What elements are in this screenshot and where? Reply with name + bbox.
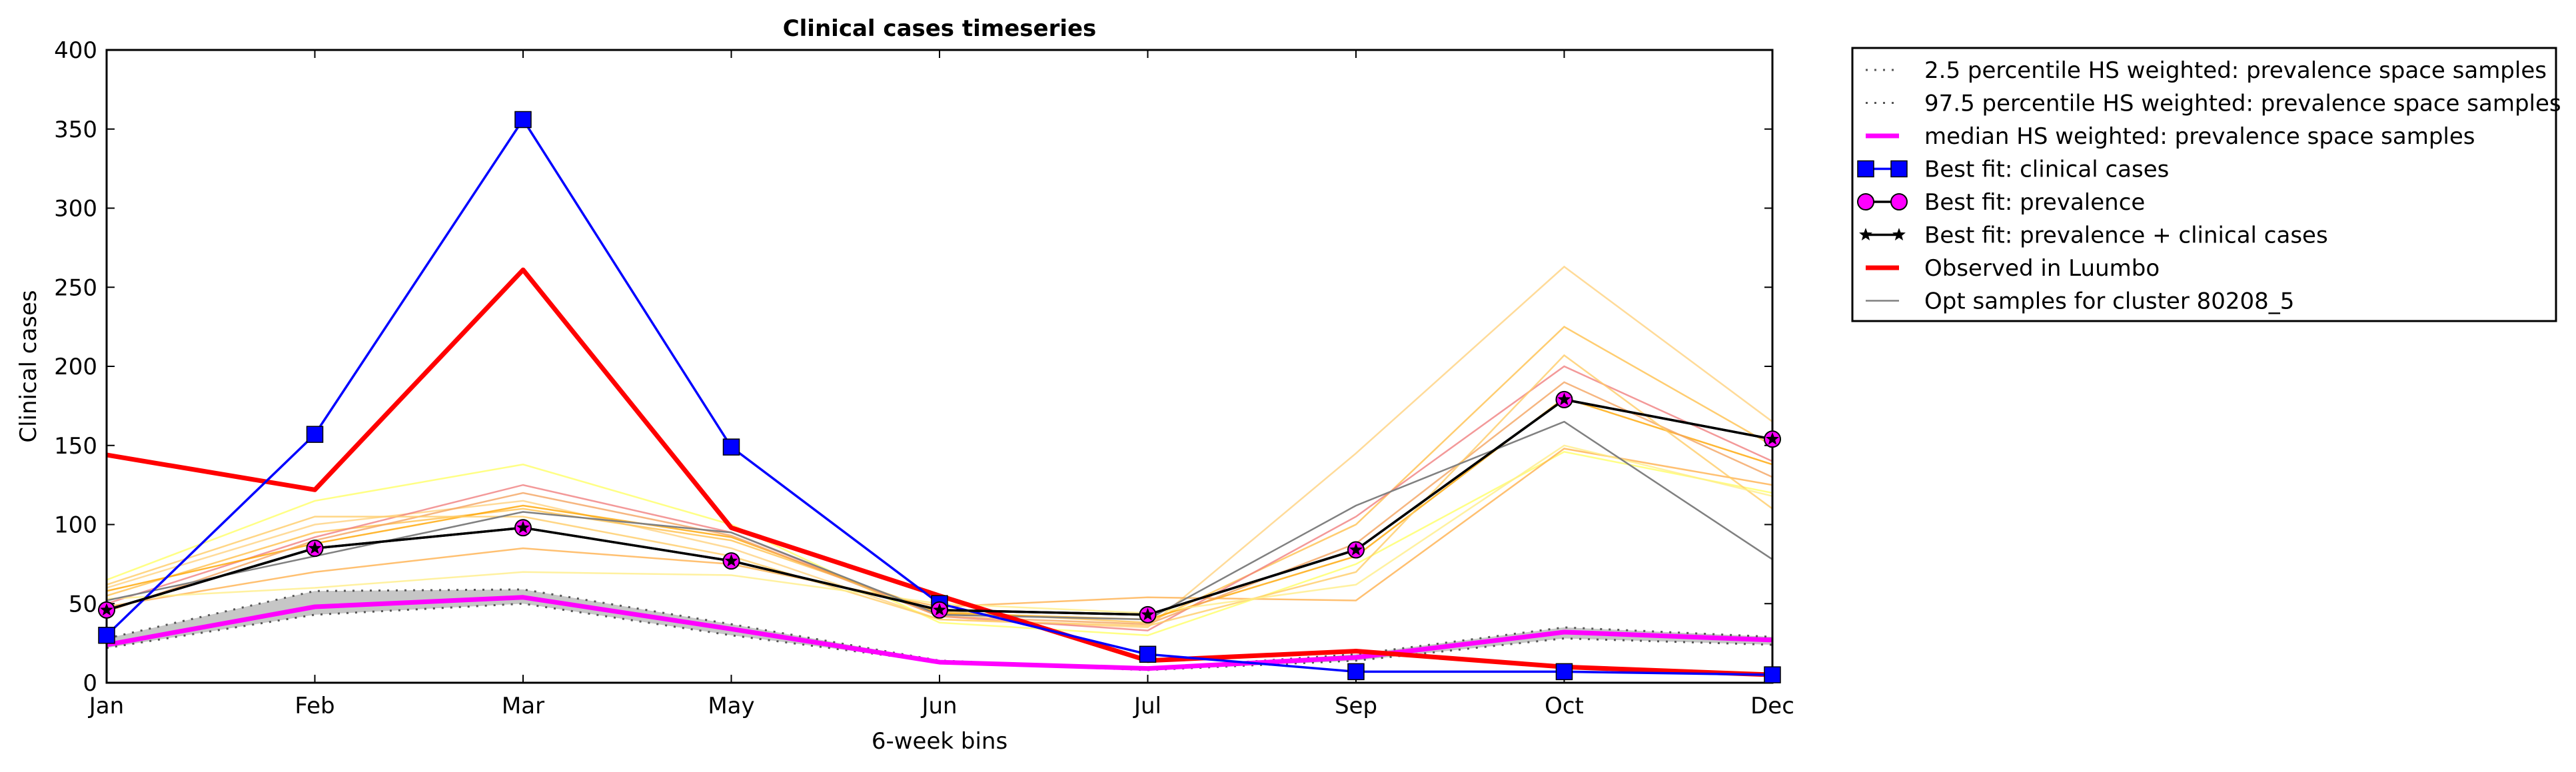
data-point-s5-0 [100, 603, 113, 616]
axes: 0 50 100 150 200 250 300 350 400 Jan Feb Mar May Jun J… [54, 37, 1794, 719]
y-tick-label-7: 350 [54, 117, 97, 143]
legend-label-1: 97.5 percentile HS weighted: prevalence … [1924, 91, 2561, 117]
x-tick-label-2: Mar [502, 693, 544, 719]
data-point-s5-2 [516, 520, 530, 534]
legend-label-3: Best fit: clinical cases [1924, 157, 2169, 183]
data-point-s5-3 [724, 554, 738, 567]
data-point-s3-0 [98, 627, 115, 644]
data-point-s3-1 [306, 426, 324, 443]
opt-sample-line-7 [107, 354, 1772, 627]
x-tick-label-0: Jan [88, 693, 124, 719]
data-point-s3-3 [722, 438, 740, 456]
y-tick-label-4: 200 [54, 354, 97, 380]
series-line-2 [107, 595, 1772, 671]
x-tick-label-1: Feb [295, 693, 334, 719]
data-point-s5-8 [1766, 432, 1779, 445]
legend-label-7: Opt samples for cluster 80208_5 [1924, 288, 2294, 315]
data-point-s5-1 [308, 541, 322, 554]
data-point-s3-8 [1764, 666, 1781, 683]
data-point-s3-5 [1139, 645, 1157, 663]
data-point-s3-2 [514, 111, 532, 129]
y-axis-title: Clinical cases [15, 290, 42, 442]
legend-frame [1851, 47, 2557, 322]
data-point-s5-4 [933, 603, 946, 616]
markers [98, 111, 1781, 683]
x-tick-label-6: Sep [1335, 693, 1377, 719]
data-point-s5-7 [1557, 392, 1571, 406]
legend-marker-start-5 [1859, 228, 1872, 240]
legend-marker-start-3 [1857, 160, 1874, 178]
x-tick-label-5: Jul [1133, 693, 1161, 719]
y-tick-label-1: 50 [69, 591, 97, 617]
data-point-s5-6 [1349, 543, 1363, 556]
y-tick-label-0: 0 [83, 670, 97, 697]
data-point-s3-7 [1555, 663, 1573, 681]
chart-title: Clinical cases timeseries [783, 15, 1097, 42]
data-point-s5-5 [1141, 607, 1155, 621]
series-line-0 [107, 602, 1772, 671]
legend-label-4: Best fit: prevalence [1924, 189, 2145, 216]
legend-label-5: Best fit: prevalence + clinical cases [1924, 222, 2328, 249]
legend-marker-end-4 [1890, 193, 1908, 210]
x-tick-label-7: Oct [1545, 693, 1584, 719]
x-tick-label-8: Dec [1750, 693, 1794, 719]
legend-marker-end-3 [1890, 160, 1908, 178]
y-tick-label-8: 400 [54, 37, 97, 64]
y-tick-label-6: 300 [54, 196, 97, 222]
legend-label-6: Observed in Luumbo [1924, 255, 2160, 282]
x-tick-label-4: Jun [920, 693, 957, 719]
x-tick-label-3: May [708, 693, 754, 719]
data-point-s3-6 [1347, 663, 1365, 681]
legend-label-0: 2.5 percentile HS weighted: prevalence s… [1924, 57, 2547, 84]
legend-marker-start-4 [1857, 193, 1874, 210]
x-axis-title: 6-week bins [872, 728, 1007, 755]
legend: 2.5 percentile HS weighted: prevalence s… [1851, 47, 2561, 322]
y-tick-label-5: 250 [54, 274, 97, 301]
legend-label-2: median HS weighted: prevalence space sam… [1924, 123, 2475, 150]
legend-marker-end-5 [1892, 228, 1906, 240]
y-tick-label-3: 150 [54, 433, 97, 460]
opt-sample-line-3 [107, 450, 1772, 637]
y-tick-label-2: 100 [54, 512, 97, 539]
